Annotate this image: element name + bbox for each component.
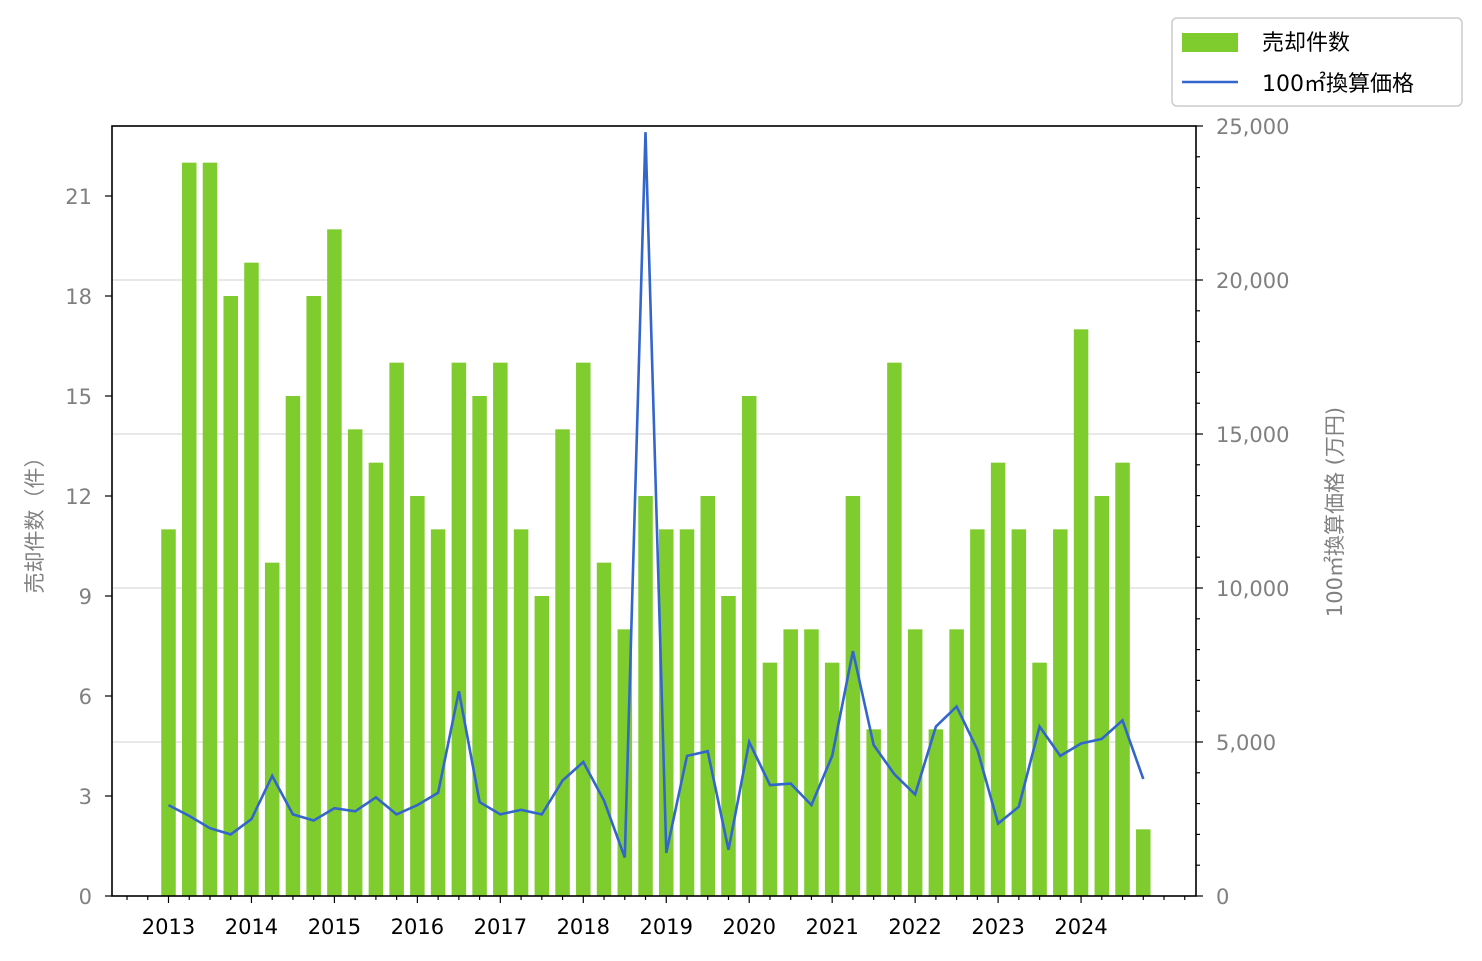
- x-tick-label: 2021: [805, 915, 858, 939]
- price-line-series: [167, 132, 1145, 858]
- bar: [949, 629, 964, 896]
- x-tick-label: 2022: [888, 915, 941, 939]
- y-right-tick-label: 20,000: [1216, 269, 1289, 293]
- bar: [638, 496, 653, 896]
- bar: [1094, 496, 1110, 896]
- bar: [202, 162, 218, 896]
- y-right-tick-label: 25,000: [1216, 115, 1289, 139]
- bar: [824, 662, 840, 896]
- legend-line-label: 100㎡換算価格: [1262, 71, 1414, 97]
- x-tick-label: 2024: [1054, 915, 1107, 939]
- bar: [264, 562, 280, 896]
- y-left-tick-label: 9: [79, 585, 92, 609]
- bar: [804, 629, 819, 896]
- x-axis: 2013 2014 2015 2016 2017 2018 2019 2020 2021 2022…: [126, 896, 1186, 939]
- bar: [679, 529, 695, 896]
- y-left-tick-label: 15: [65, 385, 92, 409]
- y-axis-right: 0 5,000 10,000 15,000 20,000 25,000: [1196, 115, 1289, 909]
- x-tick-label: 2023: [971, 915, 1024, 939]
- bar: [762, 662, 778, 896]
- x-tick-label: 2019: [640, 915, 693, 939]
- bar: [430, 529, 446, 896]
- bar-series: [161, 162, 1151, 897]
- y-left-tick-label: 18: [65, 285, 92, 309]
- bar: [845, 496, 861, 896]
- bar: [161, 529, 176, 896]
- bar: [928, 729, 944, 896]
- x-tick-label: 2014: [225, 915, 278, 939]
- y-left-tick-label: 12: [65, 485, 92, 509]
- bar: [493, 362, 508, 897]
- bar: [659, 529, 674, 896]
- y-axis-right-title: 100㎡換算価格 (万円): [1323, 407, 1347, 617]
- y-axis-left-title: 売却件数（件）: [23, 447, 47, 594]
- bar: [513, 529, 529, 896]
- y-right-tick-label: 15,000: [1216, 423, 1289, 447]
- x-tick-label: 2013: [142, 915, 195, 939]
- y-left-tick-label: 0: [79, 885, 92, 909]
- y-axis-left: 0 3 6 9 12 15 18 21: [65, 185, 112, 909]
- x-tick-label: 2017: [474, 915, 527, 939]
- y-right-tick-label: 10,000: [1216, 577, 1289, 601]
- bar: [534, 596, 550, 896]
- bar: [451, 362, 467, 897]
- y-right-tick-label: 0: [1216, 885, 1229, 909]
- bar: [306, 296, 321, 896]
- bar: [327, 229, 342, 897]
- bar: [990, 462, 1006, 896]
- bar: [700, 496, 715, 896]
- plot-frame: [111, 125, 1197, 897]
- legend: 売却件数 100㎡換算価格: [1171, 17, 1463, 107]
- y-right-tick-label: 5,000: [1216, 731, 1276, 755]
- x-tick-label: 2015: [308, 915, 361, 939]
- bar: [576, 362, 591, 897]
- bar: [555, 429, 570, 896]
- bar: [1032, 662, 1047, 896]
- bar: [887, 362, 902, 897]
- bar: [389, 362, 404, 897]
- bar: [347, 429, 363, 896]
- legend-bar-label: 売却件数: [1262, 31, 1350, 56]
- bar: [970, 529, 985, 896]
- legend-box: [1171, 17, 1463, 107]
- x-tick-label: 2016: [391, 915, 444, 939]
- bar: [410, 496, 425, 896]
- bar: [907, 629, 923, 896]
- y-left-tick-label: 6: [79, 685, 92, 709]
- bar: [244, 262, 259, 897]
- bar: [596, 562, 612, 896]
- bar: [1073, 329, 1089, 896]
- bar: [1053, 529, 1068, 896]
- y-left-tick-label: 3: [79, 785, 92, 809]
- bar: [285, 396, 301, 896]
- bar: [472, 396, 487, 896]
- legend-bar-swatch: [1182, 33, 1238, 52]
- bar: [1115, 462, 1130, 896]
- y-left-tick-label: 21: [65, 185, 92, 209]
- bar: [783, 629, 798, 896]
- bar: [866, 729, 881, 896]
- x-tick-label: 2018: [557, 915, 610, 939]
- bar: [721, 596, 736, 896]
- bar: [223, 296, 238, 896]
- bar: [1136, 829, 1151, 896]
- x-tick-label: 2020: [722, 915, 775, 939]
- bar: [741, 396, 757, 896]
- bar: [181, 162, 197, 896]
- bar: [368, 462, 384, 896]
- bar: [1011, 529, 1027, 896]
